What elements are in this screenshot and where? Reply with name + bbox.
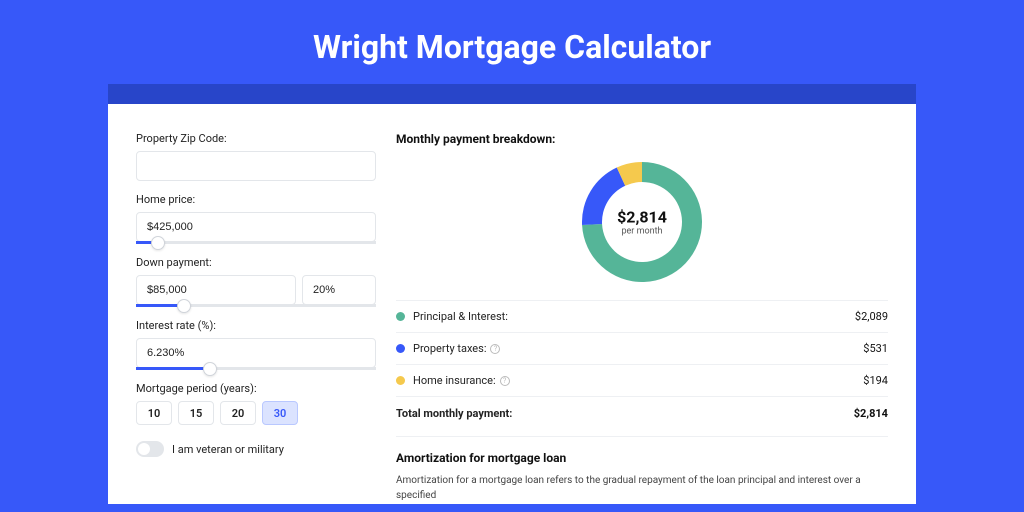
legend-label: Property taxes: ? (413, 342, 863, 355)
mortgage-period-label: Mortgage period (years): (136, 382, 376, 395)
legend-label: Home insurance: ? (413, 374, 863, 387)
interest-rate-slider-thumb[interactable] (203, 362, 217, 376)
veteran-toggle[interactable] (136, 441, 164, 457)
interest-rate-input[interactable] (136, 338, 376, 368)
zip-input[interactable] (136, 151, 376, 181)
donut-amount: $2,814 (617, 208, 667, 227)
home-price-slider-thumb[interactable] (151, 236, 165, 250)
mortgage-period-field: Mortgage period (years): 10 15 20 30 (136, 382, 376, 425)
donut-chart: $2,814 per month (582, 162, 702, 282)
zip-field: Property Zip Code: (136, 132, 376, 181)
total-label: Total monthly payment: (396, 407, 854, 420)
period-option-20[interactable]: 20 (220, 401, 256, 425)
legend: Principal & Interest:$2,089Property taxe… (396, 300, 888, 397)
legend-row: Principal & Interest:$2,089 (396, 301, 888, 333)
info-icon[interactable]: ? (490, 344, 500, 354)
interest-rate-slider[interactable] (136, 367, 376, 370)
down-payment-slider-thumb[interactable] (177, 299, 191, 313)
home-price-label: Home price: (136, 193, 376, 206)
period-option-10[interactable]: 10 (136, 401, 172, 425)
amortization-title: Amortization for mortgage loan (396, 451, 888, 465)
zip-label: Property Zip Code: (136, 132, 376, 145)
period-option-15[interactable]: 15 (178, 401, 214, 425)
calculator-card: Property Zip Code: Home price: Down paym… (108, 104, 916, 504)
interest-rate-label: Interest rate (%): (136, 319, 376, 332)
donut-sub: per month (617, 227, 667, 237)
legend-value: $531 (863, 342, 888, 355)
legend-label: Principal & Interest: (413, 310, 855, 323)
legend-row: Property taxes: ?$531 (396, 333, 888, 365)
period-option-30[interactable]: 30 (262, 401, 298, 425)
interest-rate-field: Interest rate (%): (136, 319, 376, 370)
down-payment-label: Down payment: (136, 256, 376, 269)
legend-value: $2,089 (855, 310, 888, 323)
form-column: Property Zip Code: Home price: Down paym… (136, 132, 376, 504)
home-price-slider[interactable] (136, 241, 376, 244)
home-price-input[interactable] (136, 212, 376, 242)
legend-dot (396, 344, 405, 353)
total-value: $2,814 (854, 407, 888, 420)
down-payment-percent-input[interactable] (302, 275, 376, 305)
down-payment-slider[interactable] (136, 304, 376, 307)
legend-dot (396, 376, 405, 385)
header-band (108, 84, 916, 104)
interest-rate-slider-fill (136, 367, 210, 370)
info-icon[interactable]: ? (500, 376, 510, 386)
amortization-text: Amortization for a mortgage loan refers … (396, 473, 888, 503)
legend-row: Home insurance: ?$194 (396, 365, 888, 397)
amortization-section: Amortization for mortgage loan Amortizat… (396, 436, 888, 503)
breakdown-column: Monthly payment breakdown: $2,814 per mo… (396, 132, 888, 504)
page-title: Wright Mortgage Calculator (0, 0, 1024, 84)
breakdown-title: Monthly payment breakdown: (396, 132, 888, 146)
veteran-label: I am veteran or military (172, 443, 284, 456)
home-price-field: Home price: (136, 193, 376, 244)
down-payment-input[interactable] (136, 275, 296, 305)
veteran-row: I am veteran or military (136, 441, 376, 457)
total-row: Total monthly payment: $2,814 (396, 397, 888, 430)
down-payment-field: Down payment: (136, 256, 376, 307)
mortgage-period-options: 10 15 20 30 (136, 401, 376, 425)
legend-dot (396, 312, 405, 321)
legend-value: $194 (863, 374, 888, 387)
donut-chart-wrap: $2,814 per month (396, 156, 888, 300)
donut-center: $2,814 per month (617, 208, 667, 237)
